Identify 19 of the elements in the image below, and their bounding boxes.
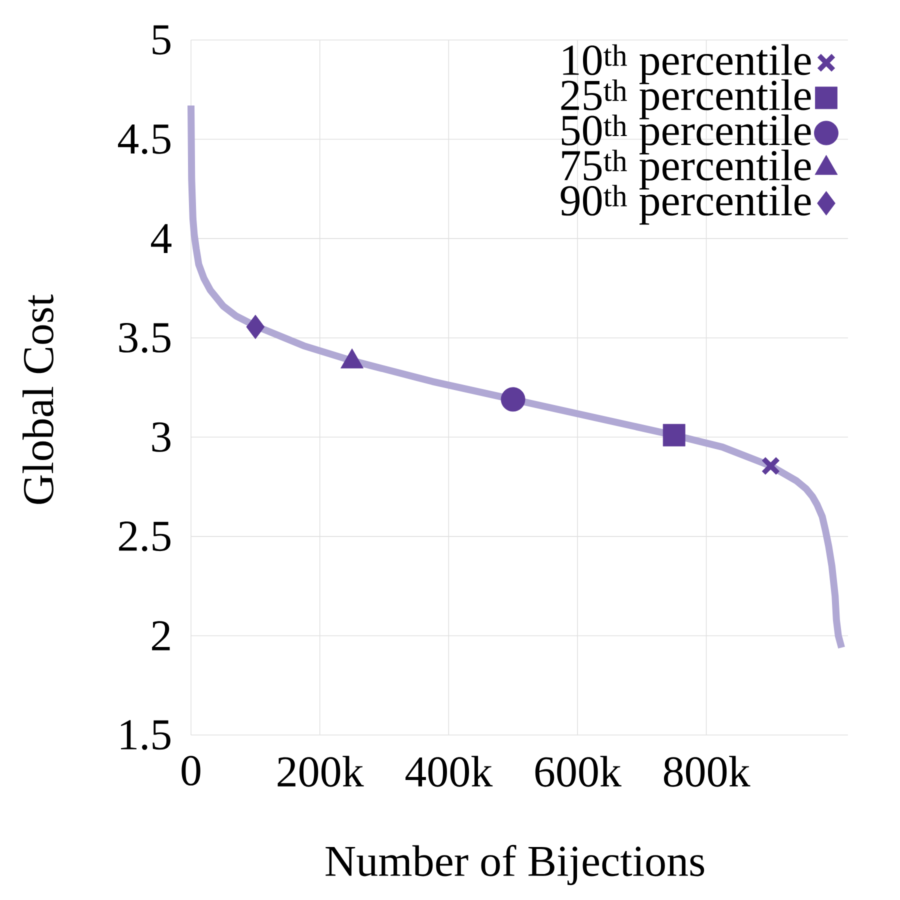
x-tick-label: 800k <box>664 756 750 787</box>
x-tick-label: 0 <box>182 756 200 786</box>
y-tick-label: 2.5 <box>119 522 170 552</box>
y-tick-label: 2 <box>152 621 170 650</box>
x-tick-label: 600k <box>535 756 622 787</box>
x-tick-label: 200k <box>278 756 364 787</box>
y-tick-label: 1.5 <box>121 720 170 750</box>
y-axis-title: Global Cost <box>22 294 54 504</box>
y-tick-label: 4.5 <box>118 124 170 154</box>
point <box>500 387 526 412</box>
y-tick-label: 3.5 <box>119 322 170 353</box>
x-tick-label: 400k <box>406 756 493 787</box>
point <box>761 456 780 476</box>
point <box>246 314 265 340</box>
y-tick-label: 3 <box>152 422 170 452</box>
y-tick-label: 5 <box>152 25 170 55</box>
x-axis-title: Number of Bijections <box>326 844 704 886</box>
y-tick-label: 4 <box>150 224 172 254</box>
point <box>662 424 686 446</box>
